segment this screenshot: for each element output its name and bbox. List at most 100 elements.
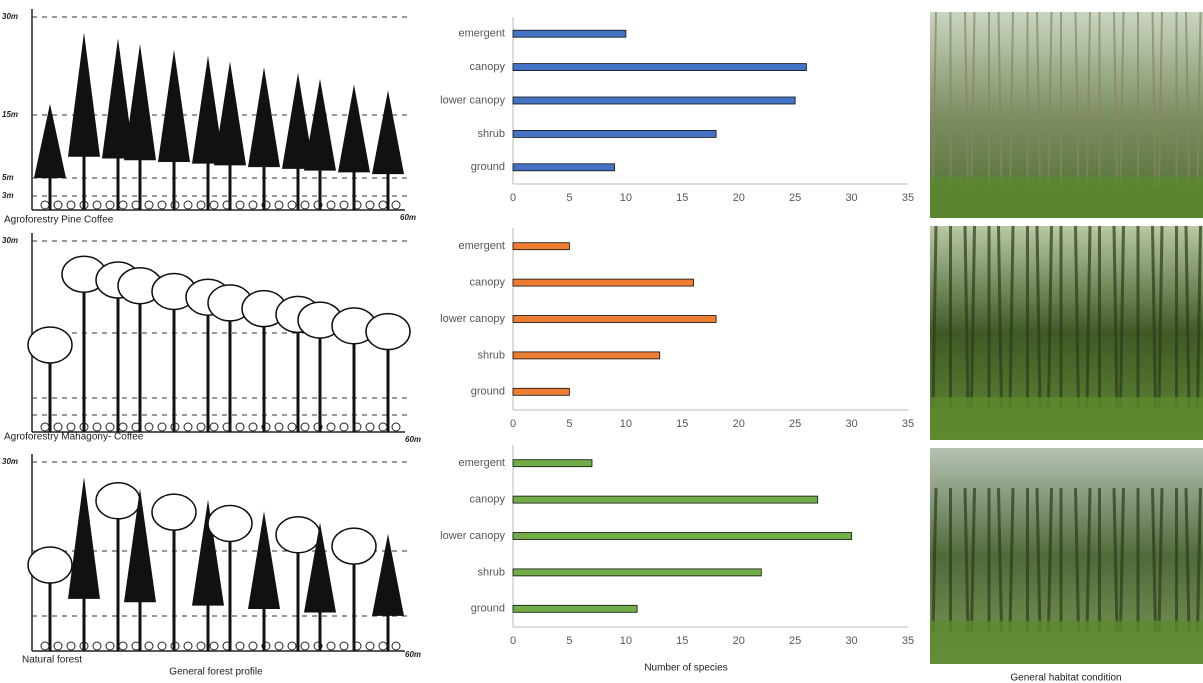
bar: [513, 569, 761, 576]
undergrowth: [93, 201, 101, 209]
photo-undergrowth: [930, 621, 1203, 664]
x-tick-label: 20: [733, 418, 745, 430]
undergrowth: [379, 201, 387, 209]
tree-crown: [124, 44, 156, 160]
profile-caption: Agroforestry Pine Coffee: [4, 215, 114, 226]
undergrowth: [236, 201, 244, 209]
undergrowth: [210, 201, 218, 209]
undergrowth: [236, 642, 244, 650]
undergrowth: [119, 201, 127, 209]
bar: [513, 496, 818, 503]
undergrowth: [184, 642, 192, 650]
bar: [513, 30, 626, 37]
undergrowth: [158, 423, 166, 431]
undergrowth: [288, 201, 296, 209]
x-tick-label: 20: [733, 635, 745, 647]
y-tick-label: lower canopy: [440, 94, 505, 106]
bar: [513, 460, 592, 467]
undergrowth: [366, 423, 374, 431]
photo-undergrowth: [930, 177, 1203, 218]
tree-crown: [152, 494, 196, 530]
bar: [513, 164, 615, 171]
undergrowth: [288, 423, 296, 431]
profile-caption: Natural forest: [22, 655, 82, 666]
undergrowth: [197, 201, 205, 209]
undergrowth: [67, 201, 75, 209]
undergrowth: [184, 201, 192, 209]
undergrowth: [327, 423, 335, 431]
x-tick-label: 5: [566, 192, 572, 204]
y-tick-label: emergent: [459, 240, 505, 252]
tree-crown: [304, 79, 336, 171]
bar: [513, 605, 637, 612]
undergrowth: [197, 642, 205, 650]
undergrowth: [106, 423, 114, 431]
undergrowth: [67, 642, 75, 650]
x-tick-label: 35: [902, 418, 914, 430]
tree-crown: [68, 32, 100, 156]
undergrowth: [158, 642, 166, 650]
y-tick-label: lower canopy: [440, 313, 505, 325]
undergrowth: [145, 423, 153, 431]
bar: [513, 533, 852, 540]
tree-crown: [276, 517, 320, 553]
undergrowth: [54, 201, 62, 209]
page: General forest profile Number of species…: [0, 0, 1203, 683]
tree-crown: [158, 50, 190, 162]
x-tick-label: 10: [620, 418, 632, 430]
undergrowth: [119, 423, 127, 431]
y-tick-label: shrub: [477, 128, 505, 140]
undergrowth: [392, 642, 400, 650]
length-label: 60m: [405, 650, 421, 659]
undergrowth: [340, 642, 348, 650]
y-tick-label: ground: [471, 386, 505, 398]
undergrowth: [392, 201, 400, 209]
tree-crown: [208, 505, 252, 541]
y-tick-label: canopy: [470, 277, 506, 289]
y-tick-label: emergent: [459, 457, 505, 469]
tree-crown: [332, 528, 376, 564]
undergrowth: [379, 423, 387, 431]
tree-crown: [372, 534, 404, 616]
tree-crown: [248, 511, 280, 609]
undergrowth: [106, 642, 114, 650]
undergrowth: [249, 201, 257, 209]
undergrowth: [145, 201, 153, 209]
undergrowth: [67, 423, 75, 431]
undergrowth: [392, 423, 400, 431]
undergrowth: [184, 423, 192, 431]
tree-crown: [96, 483, 140, 519]
x-tick-label: 20: [733, 192, 745, 204]
undergrowth: [158, 201, 166, 209]
y-tick-label: lower canopy: [440, 530, 505, 542]
photo-undergrowth: [930, 397, 1203, 440]
x-tick-label: 15: [676, 635, 688, 647]
bar: [513, 352, 660, 359]
x-tick-label: 35: [902, 192, 914, 204]
x-tick-label: 25: [789, 635, 801, 647]
undergrowth: [340, 201, 348, 209]
tree-crown: [28, 327, 72, 363]
undergrowth: [249, 423, 257, 431]
undergrowth: [210, 423, 218, 431]
x-tick-label: 10: [620, 635, 632, 647]
y-tick-label: emergent: [459, 28, 505, 40]
height-label: 3m: [2, 191, 14, 200]
undergrowth: [145, 642, 153, 650]
tree-crown: [68, 477, 100, 599]
right-caption: General habitat condition: [1010, 673, 1121, 683]
undergrowth: [379, 642, 387, 650]
x-tick-label: 25: [789, 192, 801, 204]
x-tick-label: 25: [789, 418, 801, 430]
undergrowth: [93, 642, 101, 650]
length-label: 60m: [405, 435, 421, 444]
undergrowth: [54, 642, 62, 650]
height-label: 30m: [2, 236, 18, 245]
undergrowth: [210, 642, 218, 650]
x-tick-label: 15: [676, 192, 688, 204]
x-axis-label: Number of species: [644, 663, 727, 674]
length-label: 60m: [400, 213, 416, 222]
profile-caption: Agroforestry Mahagony- Coffee: [4, 432, 144, 443]
bar: [513, 279, 694, 286]
undergrowth: [366, 201, 374, 209]
